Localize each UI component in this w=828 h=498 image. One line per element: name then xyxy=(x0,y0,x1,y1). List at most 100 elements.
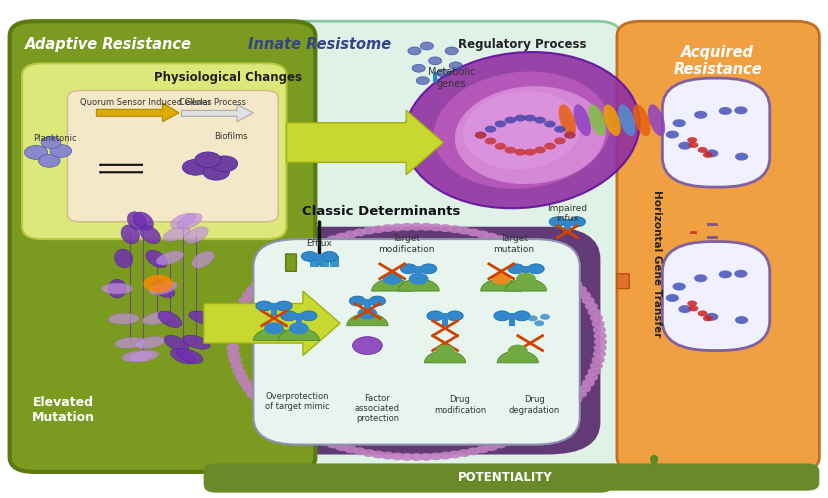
Circle shape xyxy=(734,107,747,115)
Circle shape xyxy=(41,136,60,148)
Bar xyxy=(441,313,448,326)
Circle shape xyxy=(445,47,458,55)
Circle shape xyxy=(294,427,307,435)
Circle shape xyxy=(400,223,413,231)
Polygon shape xyxy=(181,105,253,122)
FancyBboxPatch shape xyxy=(616,21,818,472)
Text: Efflux: Efflux xyxy=(306,239,332,248)
Circle shape xyxy=(280,256,293,264)
Circle shape xyxy=(276,301,291,311)
Circle shape xyxy=(407,47,421,55)
Circle shape xyxy=(484,233,498,241)
Circle shape xyxy=(457,449,470,457)
Circle shape xyxy=(235,374,248,381)
Circle shape xyxy=(563,275,576,283)
Ellipse shape xyxy=(164,335,189,351)
Bar xyxy=(563,219,570,232)
Circle shape xyxy=(534,146,545,153)
Circle shape xyxy=(230,314,243,322)
Bar xyxy=(330,256,337,266)
Ellipse shape xyxy=(140,226,161,244)
Text: POTENTIALITY: POTENTIALITY xyxy=(457,471,552,484)
Circle shape xyxy=(508,264,524,274)
Circle shape xyxy=(705,313,718,321)
Circle shape xyxy=(143,275,173,293)
Circle shape xyxy=(563,400,576,408)
Circle shape xyxy=(474,131,486,138)
Circle shape xyxy=(273,261,286,269)
Circle shape xyxy=(410,453,422,461)
Circle shape xyxy=(581,297,594,305)
Text: Factor
associated
protection: Factor associated protection xyxy=(354,393,399,423)
Circle shape xyxy=(677,305,691,313)
Circle shape xyxy=(705,149,718,157)
Bar xyxy=(295,313,301,326)
Wedge shape xyxy=(424,351,465,363)
Ellipse shape xyxy=(146,250,167,268)
Text: Regulatory Process: Regulatory Process xyxy=(457,38,585,51)
FancyBboxPatch shape xyxy=(286,254,296,271)
Wedge shape xyxy=(480,279,522,291)
Circle shape xyxy=(587,368,600,375)
Circle shape xyxy=(484,443,498,451)
Circle shape xyxy=(577,291,590,299)
Circle shape xyxy=(718,107,731,115)
Ellipse shape xyxy=(189,311,217,325)
Circle shape xyxy=(518,245,531,252)
Circle shape xyxy=(381,452,394,460)
Circle shape xyxy=(516,273,536,285)
Circle shape xyxy=(552,410,566,418)
Circle shape xyxy=(591,320,604,328)
Ellipse shape xyxy=(114,249,132,268)
Circle shape xyxy=(665,294,678,302)
Circle shape xyxy=(349,296,365,306)
Circle shape xyxy=(587,308,600,316)
Circle shape xyxy=(228,320,241,328)
Circle shape xyxy=(362,449,375,457)
Circle shape xyxy=(665,130,678,138)
Circle shape xyxy=(484,125,496,132)
Circle shape xyxy=(501,238,514,246)
Text: Planktonic: Planktonic xyxy=(33,133,76,142)
Bar xyxy=(522,266,529,279)
FancyBboxPatch shape xyxy=(204,464,818,491)
Circle shape xyxy=(227,326,240,334)
Circle shape xyxy=(448,451,461,459)
Circle shape xyxy=(242,291,255,299)
Circle shape xyxy=(390,452,403,460)
Circle shape xyxy=(238,297,251,305)
Ellipse shape xyxy=(176,349,203,364)
Circle shape xyxy=(436,69,450,77)
Circle shape xyxy=(548,217,565,227)
Circle shape xyxy=(513,311,530,321)
Circle shape xyxy=(261,405,274,413)
Circle shape xyxy=(438,224,451,232)
Circle shape xyxy=(320,251,337,261)
Circle shape xyxy=(232,368,245,375)
Ellipse shape xyxy=(603,105,620,136)
Circle shape xyxy=(371,225,384,233)
Circle shape xyxy=(326,235,339,243)
Text: Quorum Sensor Induced Genes: Quorum Sensor Induced Genes xyxy=(80,98,211,107)
Circle shape xyxy=(419,453,432,461)
Circle shape xyxy=(235,302,248,310)
Circle shape xyxy=(539,419,552,427)
Ellipse shape xyxy=(633,105,650,136)
Circle shape xyxy=(494,121,506,127)
Circle shape xyxy=(702,315,712,321)
Circle shape xyxy=(352,337,382,355)
Bar xyxy=(320,256,327,266)
Circle shape xyxy=(693,274,706,282)
Text: Drug
degradation: Drug degradation xyxy=(508,395,559,415)
Circle shape xyxy=(226,332,239,340)
Circle shape xyxy=(250,280,263,288)
Circle shape xyxy=(382,273,402,285)
Circle shape xyxy=(693,111,706,119)
Circle shape xyxy=(592,326,605,334)
Circle shape xyxy=(242,385,255,392)
Circle shape xyxy=(39,154,60,167)
Circle shape xyxy=(589,362,602,370)
Circle shape xyxy=(246,286,259,293)
Circle shape xyxy=(539,256,552,264)
Wedge shape xyxy=(397,279,439,291)
